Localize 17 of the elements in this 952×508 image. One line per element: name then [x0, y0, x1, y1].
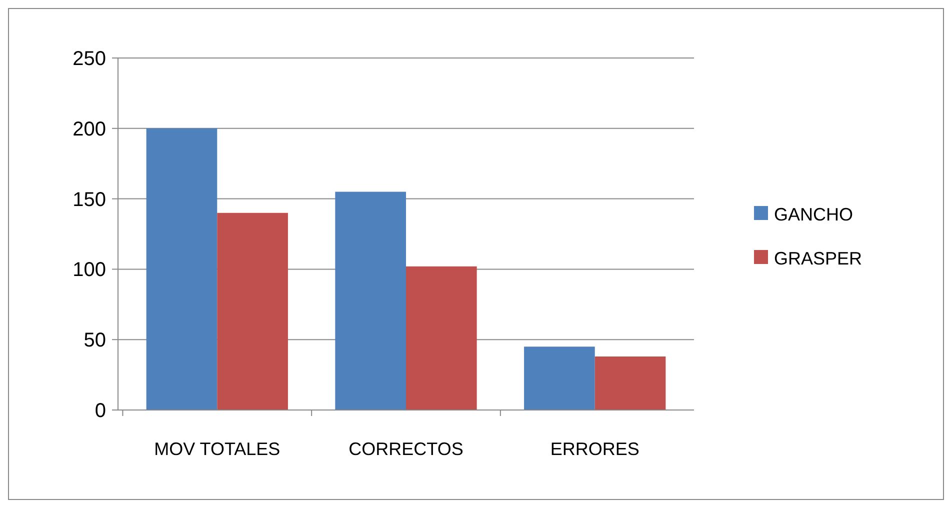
x-tick-label: MOV TOTALES [154, 439, 280, 459]
bar [217, 212, 288, 410]
bar [594, 356, 666, 410]
legend-label: GANCHO [774, 204, 854, 224]
y-tick-label: 250 [72, 48, 106, 70]
y-tick-label: 200 [72, 118, 106, 140]
legend-label: GRASPER [774, 248, 862, 268]
bar [524, 346, 595, 410]
y-tick-label: 0 [94, 400, 106, 422]
bar [406, 266, 477, 410]
x-tick-label: CORRECTOS [348, 439, 464, 459]
bar [335, 192, 406, 410]
y-tick-label: 100 [72, 259, 106, 282]
bar [146, 128, 218, 410]
y-tick-label: 50 [84, 330, 106, 352]
x-tick-label: ERRORES [550, 439, 640, 459]
y-tick-label: 150 [72, 188, 106, 211]
